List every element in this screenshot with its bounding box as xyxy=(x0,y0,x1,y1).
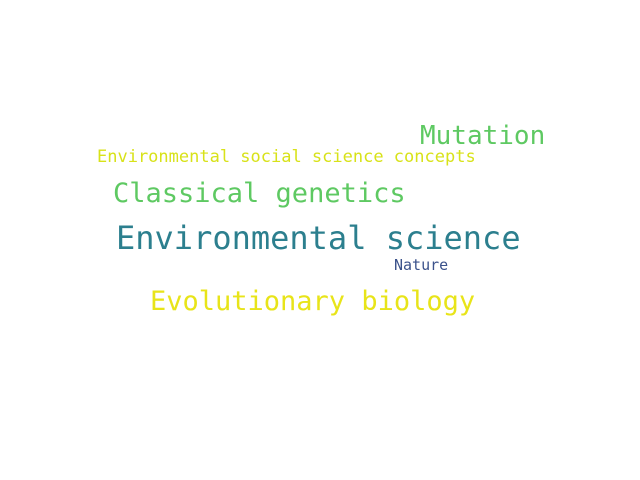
word-nature: Nature xyxy=(394,256,449,274)
word-evolutionary-biology: Evolutionary biology xyxy=(150,286,476,317)
word-environmental-social-science-concepts: Environmental social science concepts xyxy=(97,147,476,167)
word-classical-genetics: Classical genetics xyxy=(113,178,406,209)
word-environmental-science: Environmental science xyxy=(116,219,521,257)
word-mutation: Mutation xyxy=(420,121,546,151)
